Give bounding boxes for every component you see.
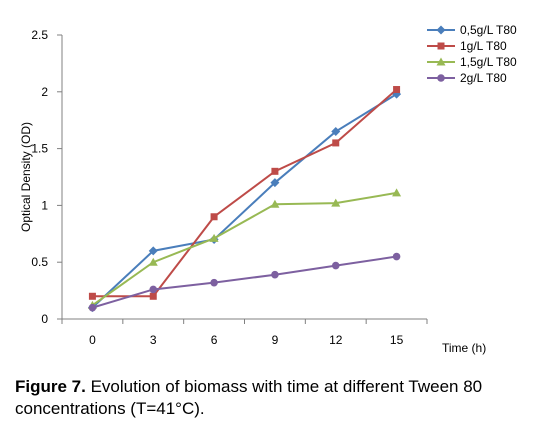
- legend-label: 0,5g/L T80: [460, 23, 517, 37]
- data-point-diamond: [270, 178, 280, 188]
- data-point-triangle: [331, 198, 341, 207]
- series-line: [91, 93, 398, 309]
- legend-label: 1,5g/L T80: [460, 55, 517, 69]
- x-ticks: 0 3 6 9 12 15: [61, 319, 428, 347]
- data-point-circle: [392, 252, 401, 261]
- data-point-diamond: [436, 25, 446, 35]
- y-axis-title: Optical Density (OD): [19, 122, 33, 232]
- data-point-square: [393, 86, 401, 94]
- figure-number: Figure 7.: [15, 377, 86, 396]
- data-point-square: [210, 213, 218, 221]
- series-line: [92, 255, 397, 309]
- series-2: [88, 86, 401, 300]
- legend: 0,5g/L T80 1g/L T80 1,5g/L T80 2g/L T80: [427, 23, 517, 85]
- data-point-square: [332, 139, 340, 147]
- series-3: [87, 188, 402, 309]
- x-tick-label: 0: [89, 333, 96, 347]
- legend-item: 1g/L T80: [427, 39, 507, 53]
- y-tick-label: 2.5: [31, 28, 48, 42]
- x-tick-label: 3: [150, 333, 157, 347]
- series-layer: [87, 86, 402, 313]
- data-point-diamond: [148, 246, 158, 256]
- data-point-square: [88, 292, 96, 300]
- data-point-triangle: [392, 188, 402, 197]
- data-point-triangle: [270, 199, 280, 208]
- legend-label: 2g/L T80: [460, 71, 507, 85]
- data-point-circle: [437, 74, 445, 82]
- series-line: [92, 88, 398, 298]
- x-tick-label: 9: [272, 333, 279, 347]
- data-point-triangle: [436, 57, 446, 66]
- legend-item: 2g/L T80: [427, 71, 507, 85]
- y-tick-label: 2: [41, 85, 48, 99]
- data-point-circle: [271, 270, 279, 279]
- data-point-triangle: [209, 233, 219, 242]
- y-ticks: 0 0.5 1 1.5 2 2.5: [31, 28, 62, 326]
- series-4: [88, 252, 401, 312]
- y-tick-label: 0.5: [31, 255, 48, 269]
- chart-axes: [61, 35, 427, 320]
- x-axis-title: Time (h): [442, 341, 486, 355]
- data-point-triangle: [148, 257, 158, 266]
- data-point-square: [149, 292, 157, 300]
- data-point-circle: [149, 285, 158, 294]
- legend-item: 1,5g/L T80: [427, 55, 517, 69]
- line-chart: 0 0.5 1 1.5 2 2.5 0 3 6 9 12 15 Optical Density (O…: [19, 23, 517, 355]
- figure-caption: Figure 7. Evolution of biomass with time…: [15, 376, 535, 420]
- x-tick-label: 15: [390, 333, 404, 347]
- caption-text: Evolution of biomass with time at differ…: [15, 377, 483, 418]
- data-point-square: [437, 42, 445, 50]
- series-line: [91, 191, 397, 307]
- data-point-square: [271, 167, 279, 175]
- data-point-circle: [88, 303, 97, 312]
- data-point-diamond: [331, 127, 341, 137]
- x-tick-label: 6: [211, 333, 218, 347]
- y-tick-label: 1.5: [31, 142, 48, 156]
- y-tick-label: 1: [41, 198, 48, 212]
- data-point-circle: [210, 278, 218, 287]
- data-point-circle: [331, 261, 340, 270]
- legend-item: 0,5g/L T80: [427, 23, 517, 37]
- legend-label: 1g/L T80: [460, 39, 507, 53]
- x-tick-label: 12: [329, 333, 343, 347]
- y-tick-label: 0: [41, 312, 48, 326]
